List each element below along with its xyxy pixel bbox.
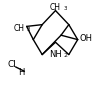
Text: OH: OH bbox=[80, 34, 93, 43]
Text: CH: CH bbox=[50, 3, 61, 12]
Text: 3: 3 bbox=[27, 27, 30, 32]
Text: CH: CH bbox=[13, 24, 24, 33]
Text: H: H bbox=[18, 68, 24, 77]
Text: NH: NH bbox=[49, 50, 62, 59]
Text: 2: 2 bbox=[63, 53, 67, 58]
Text: 3: 3 bbox=[63, 6, 67, 11]
Text: Cl: Cl bbox=[8, 60, 17, 69]
